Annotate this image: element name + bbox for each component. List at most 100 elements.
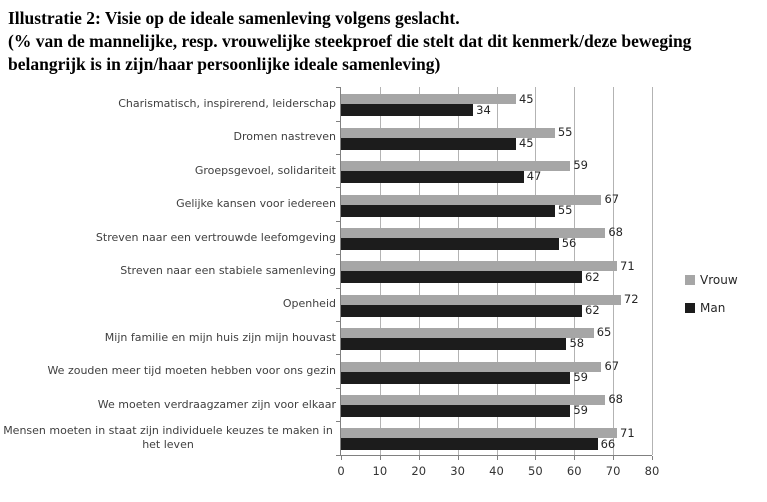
vrouw-bar-line: 67 <box>341 191 652 206</box>
legend-label-vrouw: Vrouw <box>700 273 738 288</box>
y-axis-tick <box>336 187 341 189</box>
category-label-row: Dromen nastreven <box>0 121 337 154</box>
vrouw-bar <box>341 94 516 105</box>
bar-row: 72 62 <box>341 288 652 321</box>
category-label: Charismatisch, inspirerend, leiderschap <box>118 97 336 111</box>
vrouw-value-label: 55 <box>557 124 573 139</box>
gridline <box>652 87 653 455</box>
man-bar <box>341 237 559 250</box>
category-label: Dromen nastreven <box>233 130 337 144</box>
plot-area: 45 34 55 45 59 47 67 55 68 56 71 62 72 62 65 58 67 59 68 59… <box>336 87 659 478</box>
vrouw-bar <box>341 227 606 238</box>
man-bar-line: 34 <box>341 102 652 117</box>
man-bar <box>341 371 571 384</box>
bar-row: 68 59 <box>341 388 652 421</box>
title-block: Illustratie 2: Visie op de ideale samenl… <box>0 0 763 76</box>
vrouw-bar-line: 45 <box>341 93 652 105</box>
man-bar <box>341 104 474 117</box>
man-bar-line: 62 <box>341 302 652 317</box>
vrouw-bar <box>341 361 602 372</box>
y-axis-tick <box>336 454 341 456</box>
vrouw-bar <box>341 261 617 272</box>
legend: Vrouw Man <box>685 273 738 315</box>
bar-row: 67 55 <box>341 188 652 221</box>
y-axis-tick <box>336 287 341 289</box>
legend-item-vrouw: Vrouw <box>685 273 738 287</box>
x-axis-tick <box>535 455 537 460</box>
legend-item-man: Man <box>685 301 738 315</box>
man-bar <box>341 204 555 217</box>
category-label: Streven naar een stabiele samenleving <box>120 264 336 278</box>
vrouw-value-label: 59 <box>573 158 588 173</box>
vrouw-value-label: 67 <box>604 358 620 373</box>
category-label: Streven naar een vertrouwde leefomgeving <box>95 230 336 244</box>
x-axis-tick-label: 70 <box>605 463 621 478</box>
category-label-row: Gelijke kansen voor iedereen <box>0 187 336 220</box>
bar-row: 71 66 <box>341 421 652 454</box>
y-axis-tick <box>336 154 341 156</box>
x-axis-tick <box>418 455 420 460</box>
category-label: Mensen moeten in staat zijn individuele … <box>3 424 333 451</box>
category-label-row: Streven naar een stabiele samenleving <box>0 254 336 287</box>
man-value-label: 58 <box>569 336 585 351</box>
y-axis-tick <box>336 120 341 122</box>
vrouw-value-label: 71 <box>620 258 635 273</box>
man-value-label: 55 <box>557 202 573 217</box>
vrouw-value-label: 72 <box>623 291 639 306</box>
x-axis-tick <box>457 455 459 460</box>
x-axis-tick <box>613 455 615 460</box>
man-bar-line: 66 <box>341 438 652 451</box>
bar-row: 68 56 <box>341 221 652 254</box>
category-label-row: Mensen moeten in staat zijn individuele … <box>0 421 336 454</box>
x-axis-tick-label: 40 <box>489 463 504 478</box>
man-value-label: 34 <box>476 102 491 117</box>
vrouw-bar-line: 67 <box>341 358 652 373</box>
man-value-label: 62 <box>585 302 600 317</box>
y-axis-tick <box>336 87 341 89</box>
category-label-row: Mijn familie en mijn huis zijn mijn houv… <box>0 321 336 354</box>
man-bar-line: 56 <box>341 238 652 250</box>
man-value-label: 59 <box>573 403 588 418</box>
vrouw-bar-line: 71 <box>341 425 652 440</box>
figure-subtitle: (% van de mannelijke, resp. vrouwelijke … <box>8 31 692 75</box>
figure-title: Illustratie 2: Visie op de ideale samenl… <box>8 8 460 28</box>
man-bar-line: 59 <box>341 405 652 417</box>
category-label: We moeten verdraagzamer zijn voor elkaar <box>97 397 336 411</box>
y-axis-tick <box>336 387 341 389</box>
vrouw-bar-line: 68 <box>341 227 652 238</box>
vrouw-bar-line: 71 <box>341 258 652 273</box>
vrouw-bar <box>341 194 602 205</box>
vrouw-bar-line: 72 <box>341 291 652 306</box>
bar-chart: Charismatisch, inspirerend, leiderschap D… <box>0 87 767 478</box>
x-axis-tick <box>652 455 653 460</box>
bar-row: 55 45 <box>341 121 652 154</box>
man-bar <box>341 137 516 150</box>
category-label-row: Streven naar een vertrouwde leefomgeving <box>0 221 336 254</box>
category-axis: Charismatisch, inspirerend, leiderschap D… <box>0 87 340 454</box>
category-label-row: Openheid <box>0 288 336 321</box>
man-bar <box>341 171 524 184</box>
vrouw-bar <box>341 428 617 439</box>
man-bar <box>341 404 571 417</box>
x-axis-tick-label: 60 <box>566 463 582 478</box>
category-label-row: We moeten verdraagzamer zijn voor elkaar <box>0 388 336 421</box>
man-swatch-icon <box>685 303 695 314</box>
category-label-row: Charismatisch, inspirerend, leiderschap <box>0 87 336 120</box>
legend-label-man: Man <box>700 301 726 316</box>
bar-rows: 45 34 55 45 59 47 67 55 68 56 71 62 72 62 65 58 67 59 68 59… <box>341 87 652 454</box>
man-bar-line: 59 <box>341 371 652 384</box>
man-value-label: 62 <box>585 269 600 284</box>
y-axis-tick <box>336 354 341 356</box>
x-axis-tick-label: 0 <box>337 463 345 478</box>
vrouw-bar-line: 59 <box>341 158 652 173</box>
man-bar <box>341 304 583 317</box>
bar-row: 65 58 <box>341 321 652 354</box>
vrouw-value-label: 68 <box>608 392 623 407</box>
x-axis-tick-label: 20 <box>411 463 427 478</box>
man-value-label: 56 <box>561 236 577 251</box>
x-axis-tick <box>496 455 498 460</box>
vrouw-value-label: 67 <box>604 191 620 206</box>
vrouw-value-label: 71 <box>620 425 635 440</box>
man-bar-line: 62 <box>341 269 652 284</box>
man-value-label: 47 <box>526 169 542 184</box>
